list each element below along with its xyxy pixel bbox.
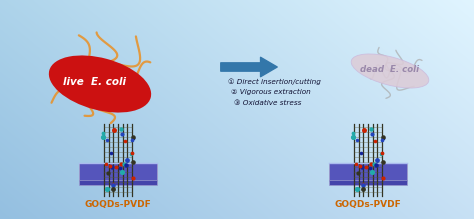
FancyBboxPatch shape [79, 163, 157, 181]
Bar [79, 180, 157, 185]
Bar [329, 180, 407, 185]
Text: GOQDs-PVDF: GOQDs-PVDF [85, 201, 151, 210]
Text: live  E. coli: live E. coli [64, 77, 127, 87]
FancyArrowPatch shape [221, 57, 277, 77]
Ellipse shape [49, 55, 151, 113]
Text: GOQDs-PVDF: GOQDs-PVDF [335, 201, 401, 210]
Text: ① Direct insertion/cutting: ① Direct insertion/cutting [228, 78, 321, 85]
Text: ③ Oxidative stress: ③ Oxidative stress [234, 100, 301, 106]
FancyBboxPatch shape [329, 163, 407, 181]
Ellipse shape [351, 54, 429, 88]
Text: dead  E. coli: dead E. coli [360, 65, 419, 74]
Text: ② Vigorous extraction: ② Vigorous extraction [231, 89, 311, 95]
